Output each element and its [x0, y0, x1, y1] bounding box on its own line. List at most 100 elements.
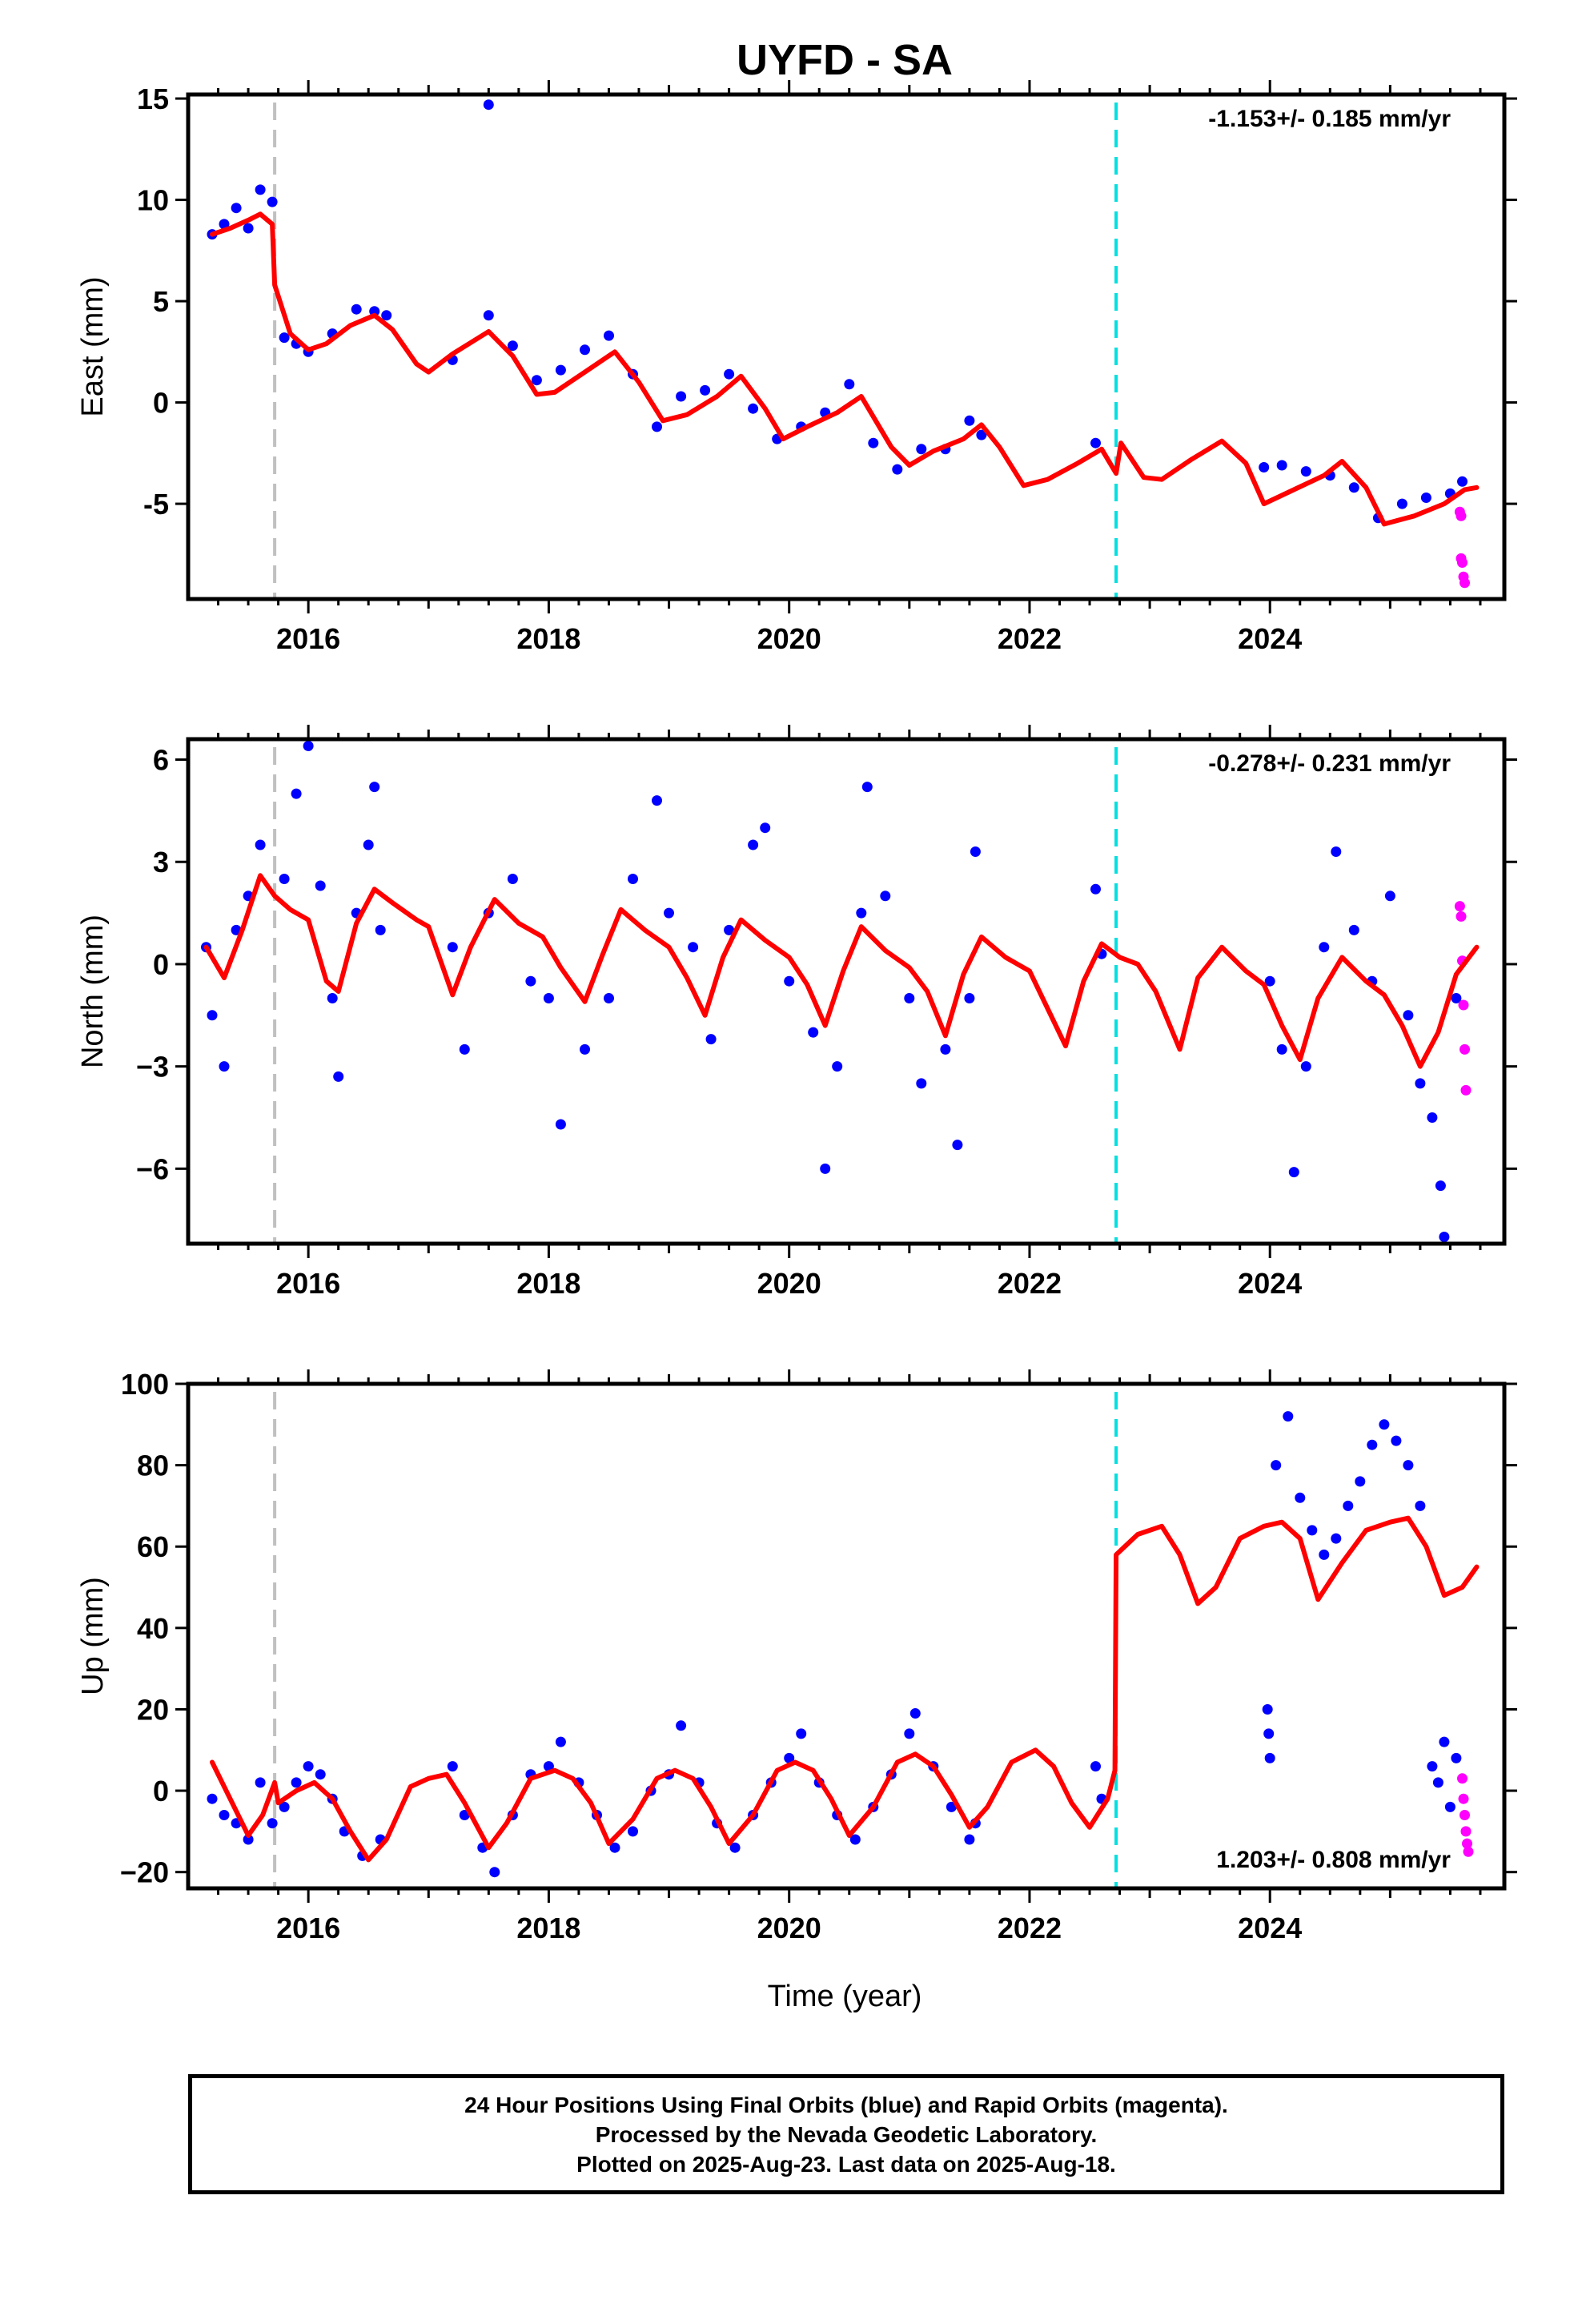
- north-final-point: [1288, 1167, 1299, 1178]
- up-x-tick-label: 2020: [757, 1912, 821, 1944]
- north-final-point: [964, 993, 975, 1003]
- east-final-point: [604, 330, 614, 341]
- up-y-tick-label: 20: [137, 1693, 169, 1726]
- east-final-point: [868, 437, 879, 448]
- up-y-tick-label: 40: [137, 1612, 169, 1645]
- up-final-point: [784, 1752, 795, 1763]
- up-final-point: [1090, 1761, 1101, 1772]
- up-final-point: [1427, 1761, 1438, 1772]
- east-final-point: [652, 421, 662, 432]
- north-final-point: [1384, 891, 1395, 902]
- north-final-point: [688, 942, 699, 953]
- east-final-point: [700, 384, 711, 396]
- north-axes-frame: [186, 737, 1507, 1246]
- east-final-point: [531, 375, 542, 386]
- up-final-point: [219, 1810, 230, 1820]
- up-final-point: [1283, 1411, 1294, 1422]
- north-final-point: [459, 1043, 470, 1055]
- north-y-tick-label: 6: [153, 744, 169, 777]
- up-final-point: [555, 1736, 566, 1747]
- up-final-point: [1451, 1752, 1462, 1763]
- east-rapid-point: [1460, 577, 1470, 589]
- up-final-point: [609, 1842, 620, 1853]
- north-final-point: [543, 993, 554, 1003]
- up-final-point: [1264, 1752, 1275, 1763]
- up-final-point: [447, 1761, 458, 1772]
- north-y-tick-label: −6: [136, 1152, 169, 1185]
- north-final-point: [1348, 924, 1359, 935]
- north-final-point: [748, 839, 759, 850]
- up-final-point: [267, 1818, 278, 1829]
- east-final-point: [1457, 476, 1468, 487]
- up-final-point: [904, 1728, 915, 1739]
- north-rapid-point: [1460, 1043, 1470, 1055]
- up-final-point: [1343, 1500, 1354, 1511]
- north-final-point: [1300, 1061, 1311, 1072]
- east-final-point: [844, 379, 855, 390]
- east-final-point: [219, 219, 230, 230]
- up-final-point: [1379, 1419, 1390, 1430]
- up-final-point: [1367, 1439, 1378, 1450]
- east-plot-area: [207, 99, 1480, 599]
- up-axes-frame: [186, 1381, 1507, 1891]
- up-final-point: [676, 1720, 687, 1731]
- east-final-point: [243, 223, 254, 234]
- north-final-point: [1403, 1010, 1414, 1021]
- up-final-point: [1415, 1500, 1426, 1511]
- up-final-point: [1391, 1435, 1402, 1446]
- north-y-tick-label: 0: [153, 948, 169, 981]
- up-plot-area: [207, 1392, 1480, 1888]
- north-plot-area: [201, 741, 1480, 1244]
- east-final-point: [507, 340, 518, 352]
- caption-line-2: Processed by the Nevada Geodetic Laborat…: [595, 2121, 1098, 2147]
- north-final-point: [820, 1163, 831, 1174]
- up-final-point: [1307, 1525, 1318, 1536]
- east-x-tick-label: 2020: [757, 622, 821, 655]
- up-rapid-point: [1460, 1826, 1472, 1837]
- north-final-point: [363, 839, 374, 850]
- east-final-point: [580, 344, 590, 356]
- up-rapid-point: [1462, 1838, 1472, 1849]
- up-rapid-point: [1457, 1773, 1468, 1784]
- north-final-point: [1331, 846, 1342, 857]
- up-final-point: [1444, 1801, 1456, 1812]
- north-final-point: [303, 741, 314, 751]
- north-x-tick-label: 2018: [516, 1267, 580, 1300]
- east-x-tick-label: 2016: [276, 622, 340, 655]
- up-final-point: [243, 1834, 254, 1845]
- up-y-axis-label: Up (mm): [76, 1577, 110, 1695]
- east-final-point: [483, 99, 494, 111]
- up-rapid-point: [1458, 1793, 1469, 1804]
- east-final-point: [483, 310, 494, 321]
- up-final-point: [849, 1834, 861, 1845]
- north-rapid-point: [1460, 1084, 1472, 1096]
- up-rapid-point: [1460, 1810, 1470, 1820]
- north-rapid-point: [1458, 999, 1469, 1011]
- north-final-point: [604, 993, 614, 1003]
- north-rapid-point: [1454, 901, 1465, 912]
- north-final-point: [369, 782, 380, 793]
- east-final-point: [676, 391, 687, 402]
- east-y-tick-label: 15: [137, 82, 169, 115]
- north-final-point: [333, 1071, 344, 1082]
- north-final-point: [880, 891, 891, 902]
- north-final-point: [315, 880, 326, 891]
- north-rate-annotation: -0.278+/- 0.231 mm/yr: [1208, 750, 1451, 777]
- up-x-tick-label: 2022: [998, 1912, 1062, 1944]
- north-final-point: [1451, 993, 1462, 1003]
- up-final-point: [489, 1867, 500, 1878]
- east-final-point: [724, 368, 735, 380]
- east-final-point: [267, 196, 278, 207]
- north-final-point: [940, 1043, 951, 1055]
- north-final-point: [507, 874, 518, 884]
- east-y-tick-label: 0: [153, 387, 169, 420]
- east-x-tick-label: 2022: [998, 622, 1062, 655]
- east-y-axis-label: East (mm): [76, 276, 110, 416]
- up-final-point: [255, 1777, 266, 1788]
- up-final-point: [796, 1728, 807, 1739]
- up-final-point: [909, 1708, 921, 1719]
- caption-box: 24 Hour Positions Using Final Orbits (bl…: [188, 2074, 1504, 2194]
- east-final-point: [1300, 466, 1311, 477]
- north-x-tick-label: 2024: [1238, 1267, 1302, 1300]
- up-final-point: [1295, 1492, 1306, 1503]
